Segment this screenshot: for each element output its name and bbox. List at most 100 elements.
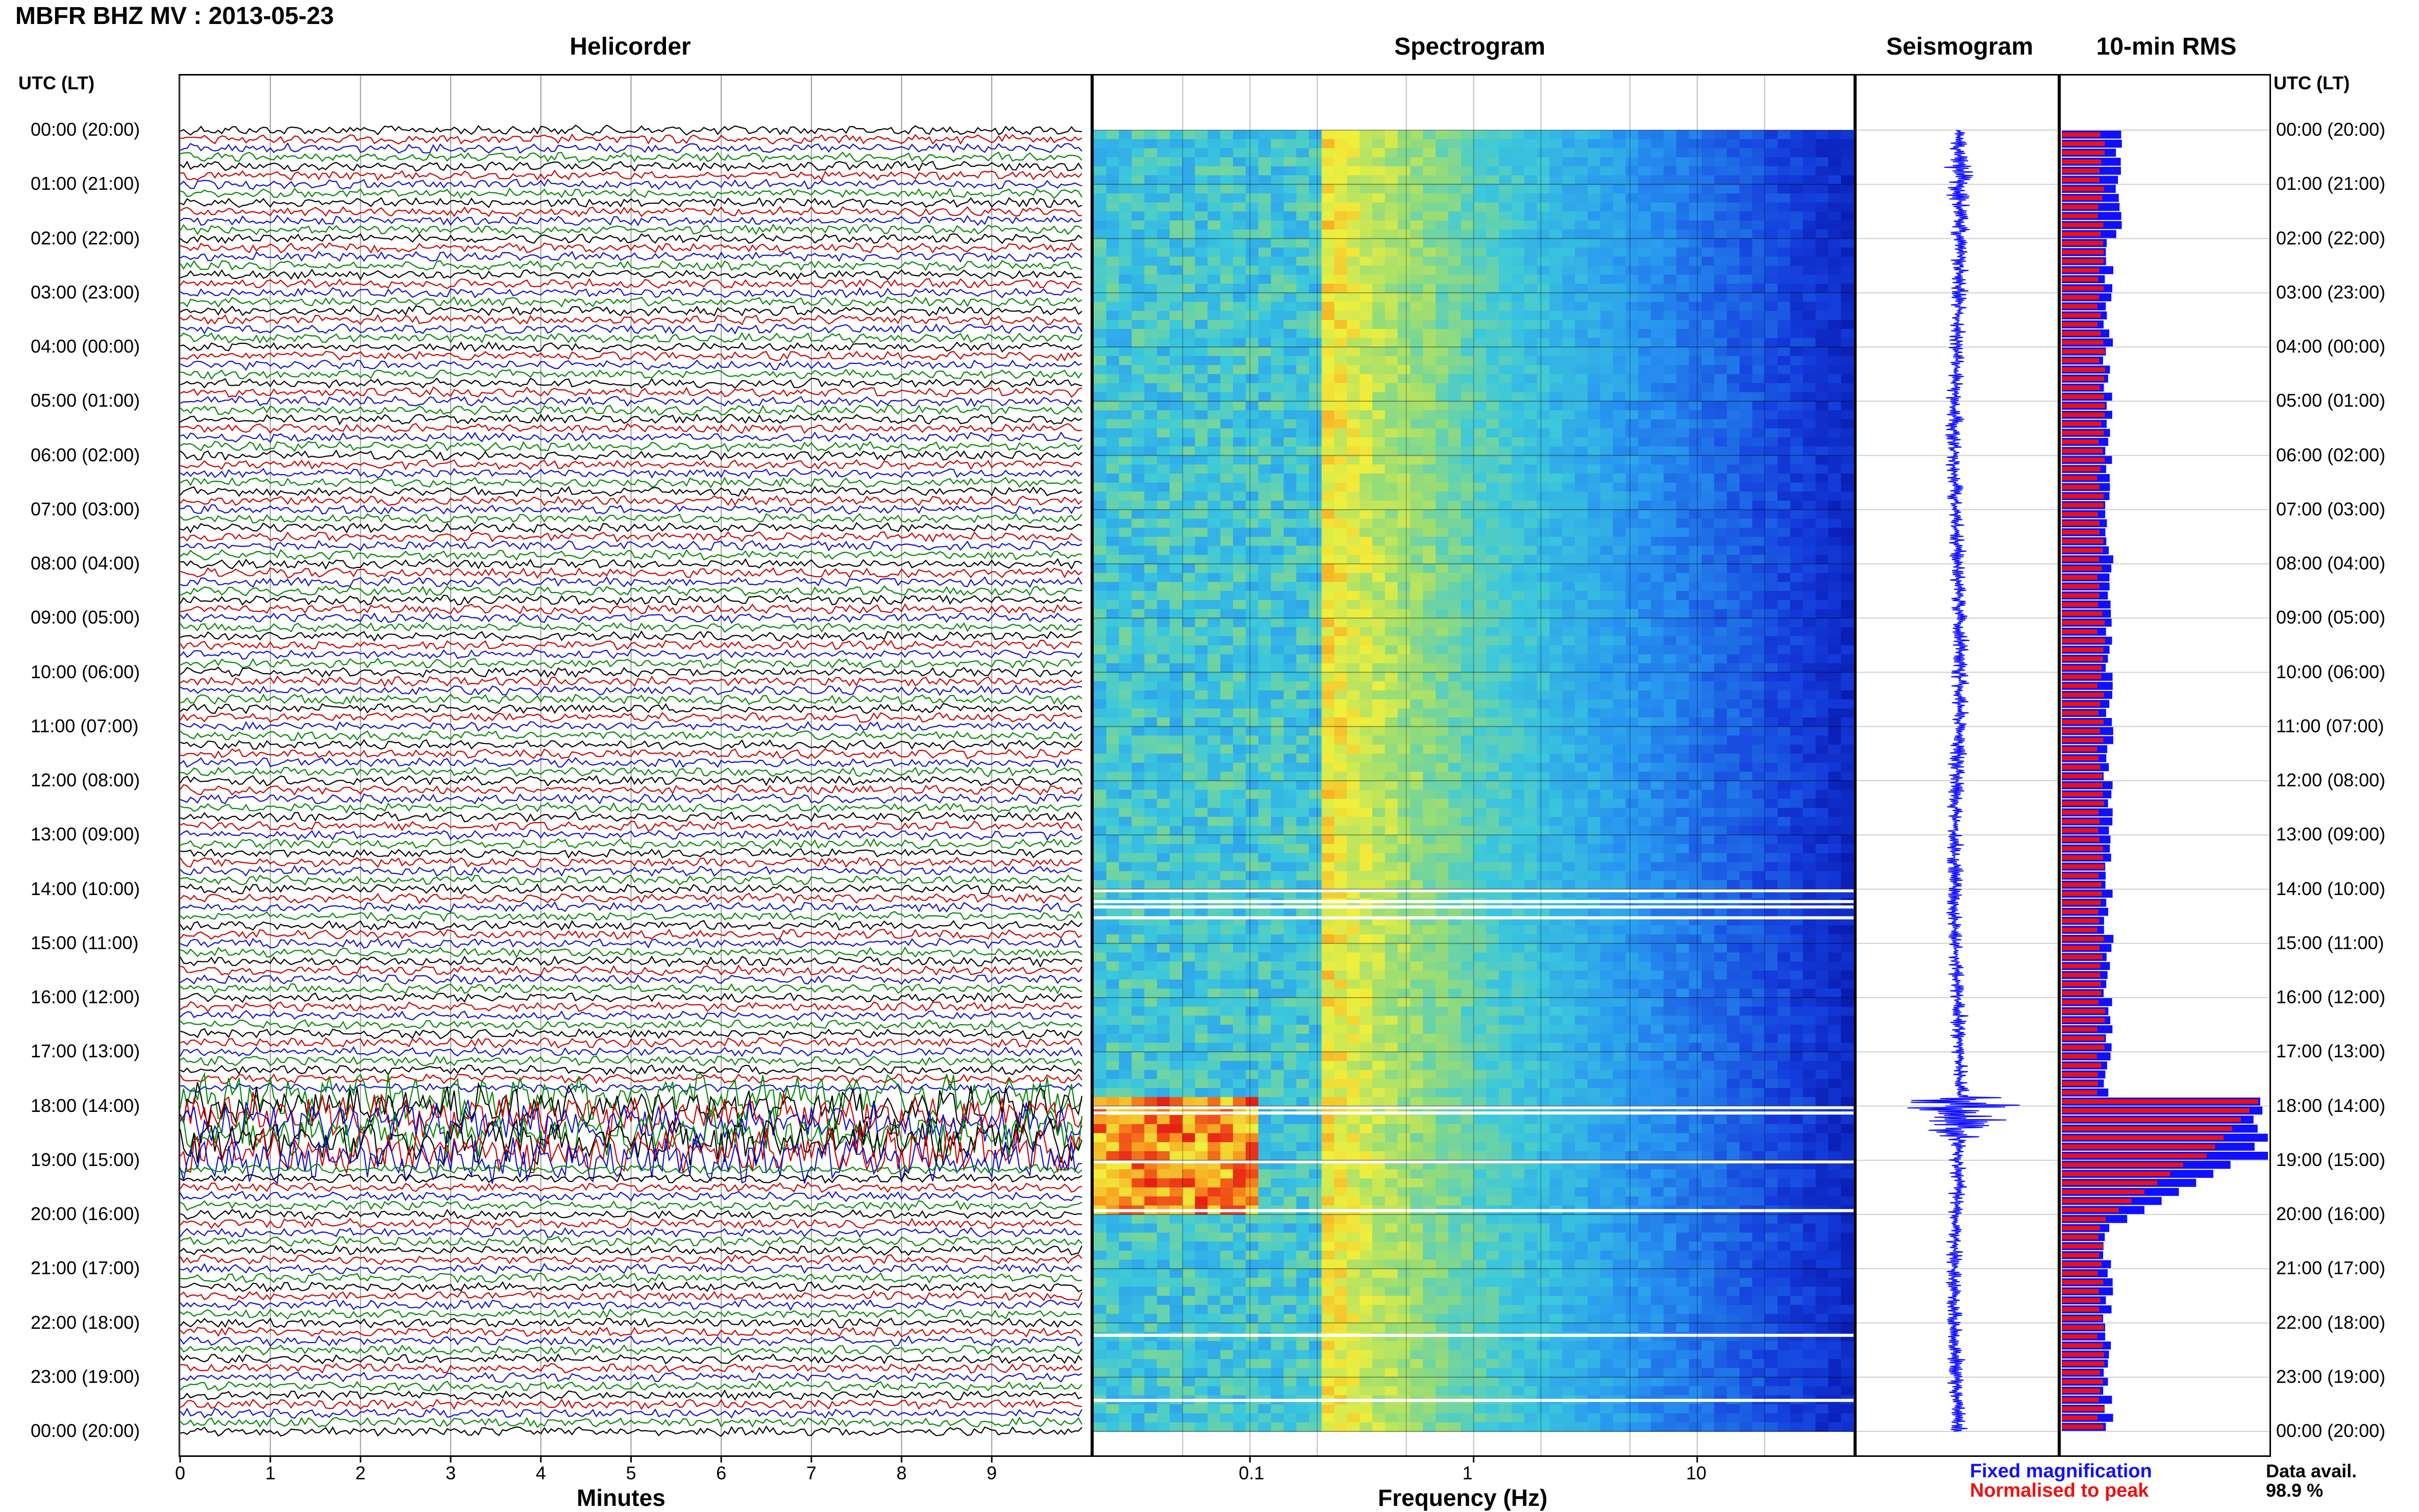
spectrogram-cell xyxy=(1524,302,1538,311)
spectrogram-cell xyxy=(1410,455,1423,465)
spectrogram-cell xyxy=(1397,374,1411,384)
spectrogram-cell xyxy=(1271,437,1284,447)
spectrogram-cell xyxy=(1347,292,1360,303)
spectrogram-cell xyxy=(1144,536,1157,547)
spectrogram-cell xyxy=(1385,799,1398,808)
spectrogram-cell xyxy=(1436,275,1449,284)
spectrogram-cell xyxy=(1283,256,1297,266)
spectrogram-cell xyxy=(1650,826,1664,835)
spectrogram-cell xyxy=(1537,392,1550,402)
spectrogram-cell xyxy=(1689,464,1702,474)
spectrogram-cell xyxy=(1714,410,1727,420)
spectrogram-cell xyxy=(1436,374,1449,384)
spectrogram-cell xyxy=(1283,799,1297,808)
spectrogram-cell xyxy=(1309,609,1322,618)
spectrogram-cell xyxy=(1220,501,1233,510)
spectrogram-cell xyxy=(1790,139,1804,149)
spectrogram-cell xyxy=(1663,473,1677,483)
spectrogram-cell xyxy=(1131,753,1145,763)
helicorder-trace xyxy=(180,666,1082,678)
spectrogram-cell xyxy=(1423,193,1436,203)
spectrogram-cell xyxy=(1397,518,1411,528)
spectrogram-cell xyxy=(1537,618,1550,628)
spectrogram-cell xyxy=(1650,319,1664,330)
spectrogram-cell xyxy=(1803,166,1816,176)
spectrogram-cell xyxy=(1575,699,1588,709)
spectrogram-cell xyxy=(1169,690,1183,700)
spectrogram-cell xyxy=(1233,627,1246,637)
spectrogram-cell xyxy=(1131,139,1145,149)
spectrogram-cell xyxy=(1815,211,1829,221)
spectrogram-cell xyxy=(1106,157,1120,167)
spectrogram-cell xyxy=(1625,184,1639,194)
spectrogram-cell xyxy=(1283,654,1297,664)
spectrogram-cell xyxy=(1233,645,1246,655)
spectrogram-cell xyxy=(1131,708,1145,718)
spectrogram-cell xyxy=(1233,238,1246,248)
spectrogram-cell xyxy=(1790,753,1804,763)
spectrogram-cell xyxy=(1144,636,1157,646)
spectrogram-cell xyxy=(1245,130,1259,140)
spectrogram-cell xyxy=(1169,202,1183,212)
spectrogram-cell xyxy=(1144,501,1157,510)
spectrogram-cell xyxy=(1714,175,1727,185)
spectrogram-cell xyxy=(1803,745,1816,754)
spectrogram-cell xyxy=(1676,157,1690,167)
spectrogram-cell xyxy=(1511,265,1525,276)
spectrogram-cell xyxy=(1144,609,1157,618)
spectrogram-cell xyxy=(1233,772,1246,781)
spectrogram-cell xyxy=(1815,302,1829,311)
spectrogram-cell xyxy=(1271,654,1284,664)
spectrogram-cell xyxy=(1372,672,1386,682)
spectrogram-cell xyxy=(1714,302,1727,311)
spectrogram-cell xyxy=(1524,518,1538,528)
spectrogram-cell xyxy=(1676,292,1690,303)
spectrogram-cell xyxy=(1613,509,1626,519)
spectrogram-cell xyxy=(1701,383,1715,393)
spectrogram-cell xyxy=(1841,681,1854,691)
spectrogram-cell xyxy=(1663,591,1677,601)
spectrogram-cell xyxy=(1625,482,1639,492)
spectrogram-cell xyxy=(1094,347,1107,357)
spectrogram-cell xyxy=(1283,220,1297,230)
spectrogram-cell xyxy=(1714,573,1727,583)
spectrogram-cell xyxy=(1283,175,1297,185)
spectrogram-cell xyxy=(1828,338,1841,348)
spectrogram-cell xyxy=(1131,844,1145,854)
spectrogram-cell xyxy=(1803,410,1816,420)
spectrogram-cell xyxy=(1575,238,1588,248)
helicorder-trace xyxy=(180,693,1082,705)
spectrogram-cell xyxy=(1689,347,1702,357)
spectrogram-cell xyxy=(1195,419,1208,429)
spectrogram-cell xyxy=(1689,501,1702,510)
spectrogram-cell xyxy=(1220,627,1233,637)
spectrogram-cell xyxy=(1360,654,1373,664)
spectrogram-cell xyxy=(1461,618,1474,628)
spectrogram-cell xyxy=(1321,591,1335,601)
spectrogram-cell xyxy=(1397,383,1411,393)
spectrogram-cell xyxy=(1410,220,1423,230)
spectrogram-cell xyxy=(1309,645,1322,655)
helicorder-trace xyxy=(180,1055,1082,1067)
spectrogram-cell xyxy=(1511,428,1525,438)
spectrogram-cell xyxy=(1625,753,1639,763)
spectrogram-cell xyxy=(1309,202,1322,212)
spectrogram-cell xyxy=(1765,238,1778,248)
spectrogram-cell xyxy=(1271,699,1284,709)
spectrogram-cell xyxy=(1562,735,1575,745)
spectrogram-cell xyxy=(1714,193,1727,203)
spectrogram-cell xyxy=(1486,753,1499,763)
spectrogram-cell xyxy=(1334,464,1348,474)
spectrogram-cell xyxy=(1169,446,1183,456)
spectrogram-cell xyxy=(1701,410,1715,420)
spectrogram-cell xyxy=(1726,735,1740,745)
spectrogram-cell xyxy=(1613,609,1626,618)
spectrogram-cell xyxy=(1448,726,1462,736)
spectrogram-cell xyxy=(1182,717,1196,727)
helicorder-trace xyxy=(180,1064,1082,1076)
spectrogram-cell xyxy=(1689,509,1702,519)
spectrogram-cell xyxy=(1144,410,1157,420)
spectrogram-cell xyxy=(1119,184,1132,194)
spectrogram-cell xyxy=(1486,663,1499,673)
spectrogram-cell xyxy=(1638,618,1651,628)
